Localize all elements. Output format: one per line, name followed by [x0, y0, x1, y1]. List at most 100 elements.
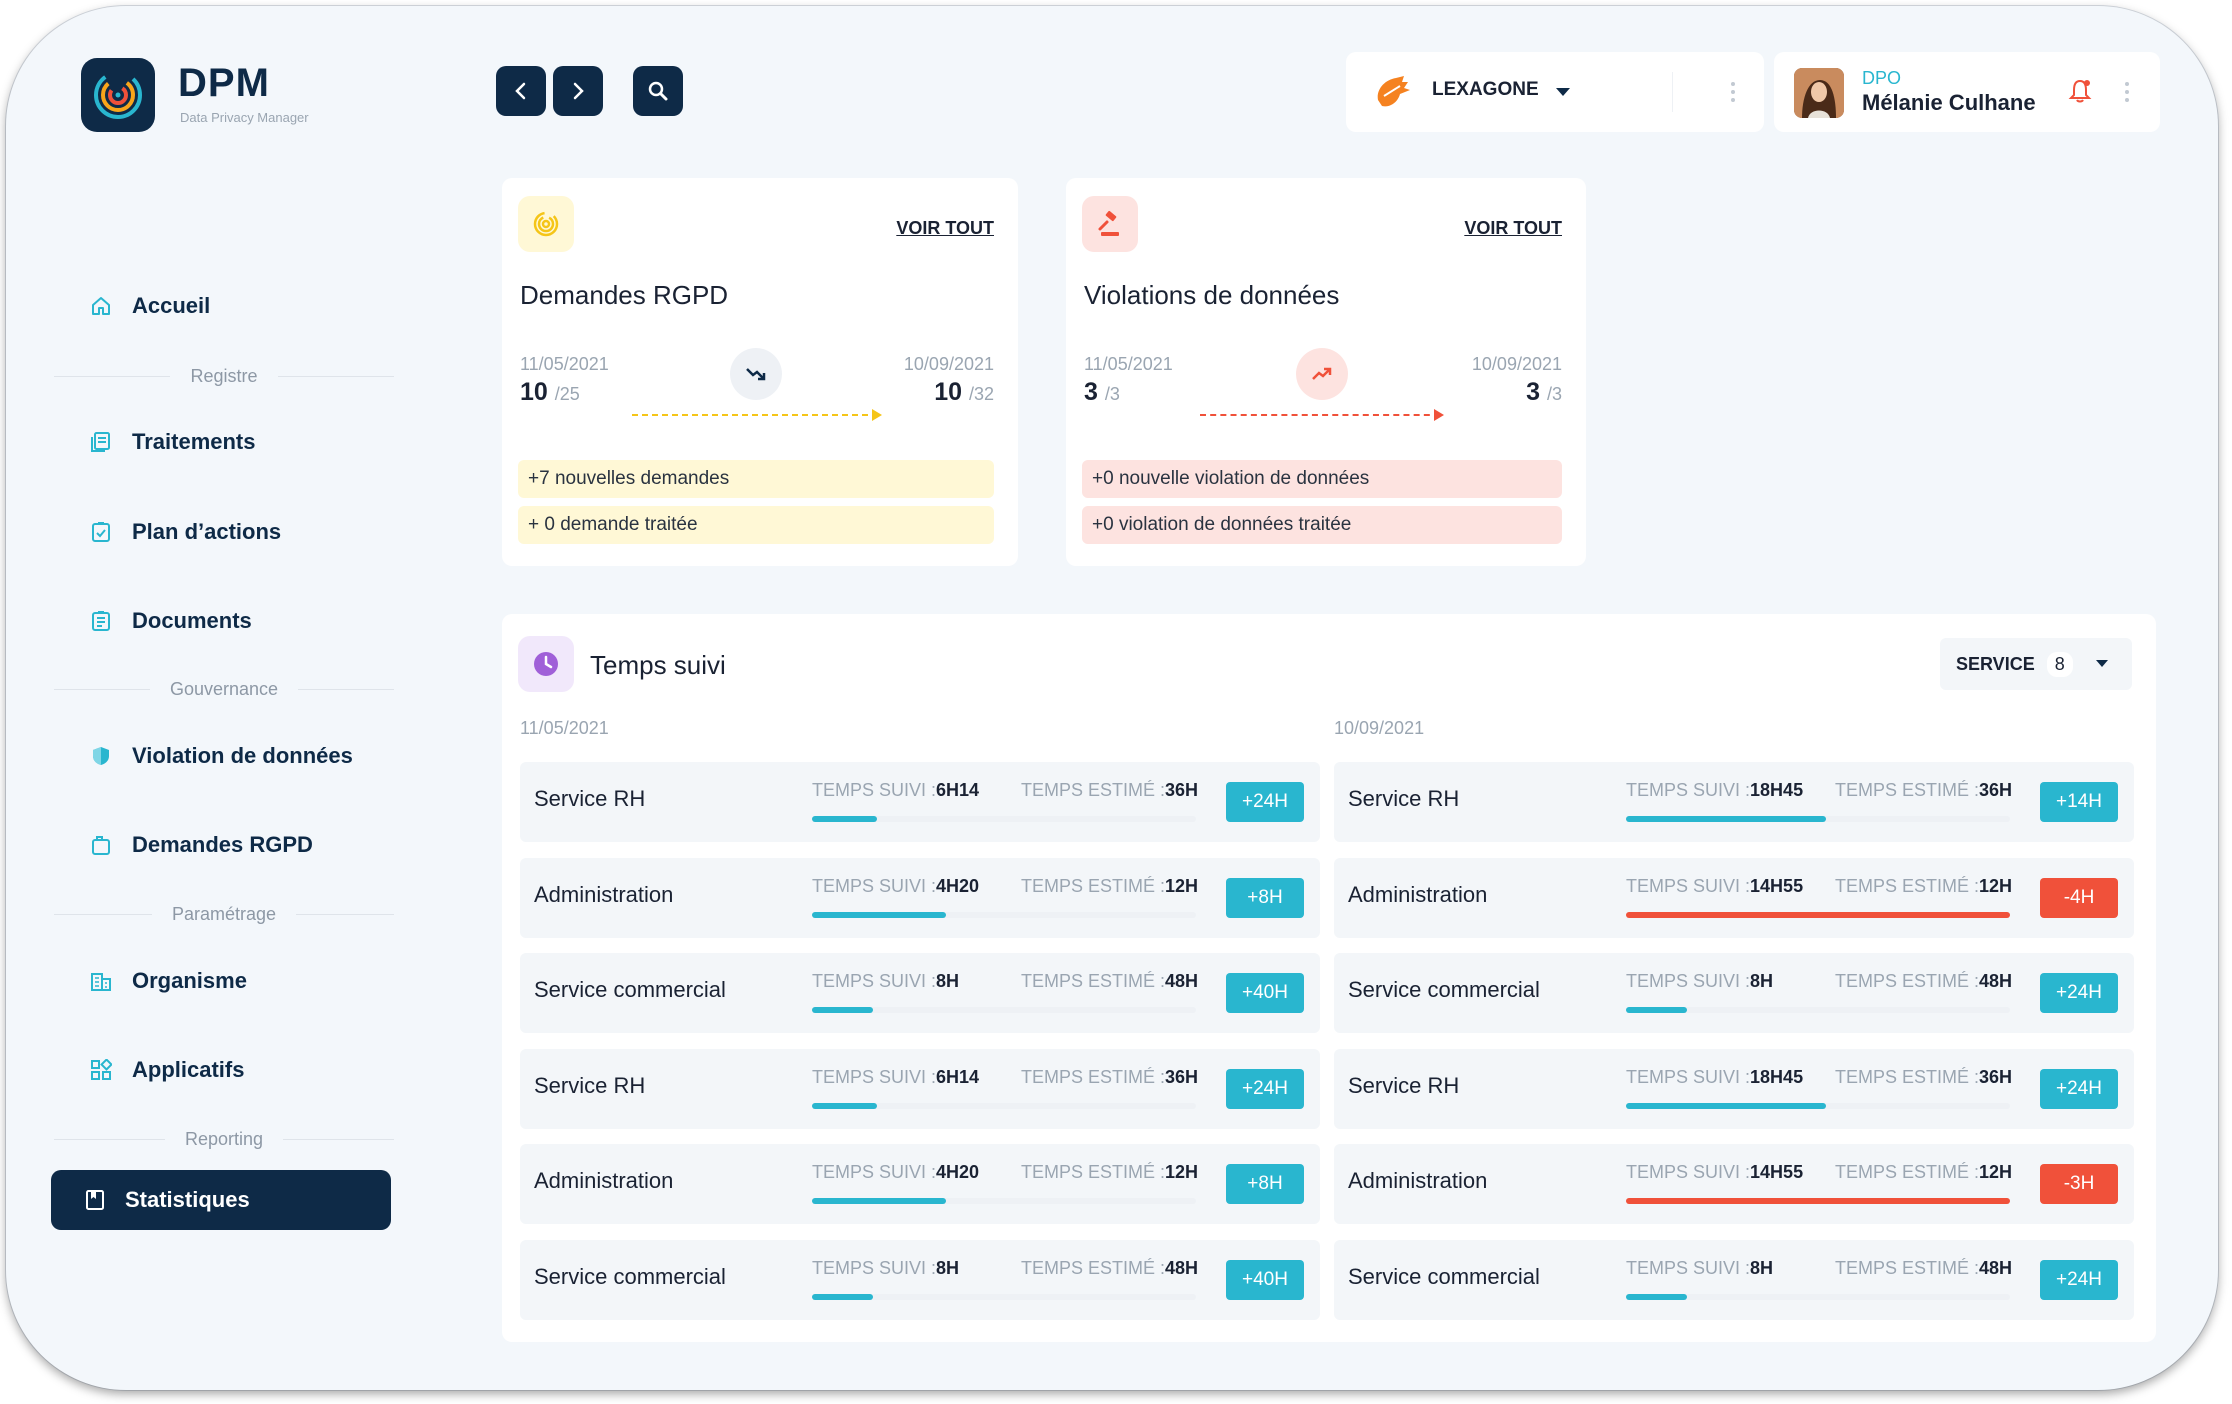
- back-button[interactable]: [496, 66, 546, 116]
- sidebar-item-applicatifs[interactable]: Applicatifs: [84, 1050, 244, 1090]
- card-violations: VOIR TOUT Violations de données 11/05/20…: [1066, 178, 1586, 566]
- summary-line: + 0 demande traitée: [518, 506, 994, 544]
- sidebar-item-label: Demandes RGPD: [132, 832, 313, 857]
- user-menu[interactable]: DPO Mélanie Culhane: [1774, 52, 2160, 132]
- column-date: 11/05/2021: [520, 718, 609, 738]
- service-filter-select[interactable]: SERVICE 8: [1940, 638, 2132, 690]
- sidebar-item-violation[interactable]: Violation de données: [84, 736, 353, 776]
- fingerprint-icon: [518, 196, 574, 252]
- service-name: Service RH: [534, 786, 646, 811]
- progress-fill: [1626, 1294, 1688, 1300]
- progress-fill: [812, 1007, 874, 1013]
- table-row[interactable]: Service commercial TEMPS SUIVI :8H TEMPS E…: [520, 1240, 1320, 1320]
- table-row[interactable]: Service RH TEMPS SUIVI :18H45 TEMPS ESTIMÉ…: [1334, 762, 2134, 842]
- gavel-icon: [1082, 196, 1138, 252]
- delta-badge: +24H: [2040, 1260, 2118, 1300]
- column-date: 10/09/2021: [1334, 718, 1425, 738]
- table-row[interactable]: Service commercial TEMPS SUIVI :8H TEMPS E…: [520, 953, 1320, 1033]
- card-demandes-rgpd: VOIR TOUT Demandes RGPD 11/05/2021 10/09…: [502, 178, 1018, 566]
- service-name: Service RH: [1348, 786, 1460, 811]
- organization-selector[interactable]: LEXAGONE: [1346, 52, 1764, 132]
- table-row[interactable]: Administration TEMPS SUIVI :14H55 TEMPS ES…: [1334, 1144, 2134, 1224]
- folder-icon: [84, 828, 118, 862]
- progress-fill: [1626, 1007, 1688, 1013]
- temps-estime: TEMPS ESTIMÉ :36H: [1835, 780, 2013, 800]
- progress-fill: [812, 1294, 874, 1300]
- summary-line: +0 violation de données traitée: [1082, 506, 1562, 544]
- voir-tout-link[interactable]: VOIR TOUT: [1464, 218, 1562, 238]
- progress-fill: [812, 1103, 878, 1109]
- sidebar-item-statistiques[interactable]: Statistiques: [51, 1170, 391, 1230]
- temps-suivi: TEMPS SUIVI :8H: [812, 971, 960, 991]
- sidebar-item-organisme[interactable]: Organisme: [84, 961, 247, 1001]
- end-count: 3 /3: [1526, 378, 1562, 406]
- end-date: 10/09/2021: [1471, 354, 1562, 374]
- service-name: Administration: [1348, 882, 1488, 907]
- service-name: Service commercial: [1348, 1264, 1540, 1289]
- progress-fill: [1626, 912, 2010, 918]
- more-vertical-icon[interactable]: [2124, 80, 2130, 104]
- temps-estime: TEMPS ESTIMÉ :12H: [1021, 1162, 1199, 1182]
- table-row[interactable]: Service RH TEMPS SUIVI :6H14 TEMPS ESTIMÉ …: [520, 1049, 1320, 1129]
- progress-fill: [1626, 1198, 2010, 1204]
- temps-suivi: TEMPS SUIVI :8H: [1626, 971, 1774, 991]
- table-row[interactable]: Administration TEMPS SUIVI :4H20 TEMPS EST…: [520, 1144, 1320, 1224]
- progress-track: [812, 816, 1196, 822]
- table-row[interactable]: Service commercial TEMPS SUIVI :8H TEMPS E…: [1334, 1240, 2134, 1320]
- user-role: DPO: [1862, 68, 1902, 88]
- app-subtitle: Data Privacy Manager: [180, 110, 309, 125]
- search-button[interactable]: [633, 66, 683, 116]
- forward-button[interactable]: [553, 66, 603, 116]
- delta-badge: +8H: [1226, 1164, 1304, 1204]
- temps-estime: TEMPS ESTIMÉ :48H: [1835, 1258, 2013, 1278]
- progress-fill: [812, 816, 878, 822]
- filter-label: SERVICE: [1956, 653, 2035, 674]
- section-registre: Registre: [54, 364, 394, 388]
- document-icon: [84, 604, 118, 638]
- end-date: 10/09/2021: [903, 354, 994, 374]
- app-title: DPM: [178, 61, 270, 105]
- table-row[interactable]: Administration TEMPS SUIVI :4H20 TEMPS EST…: [520, 858, 1320, 938]
- delta-badge: +24H: [2040, 1069, 2118, 1109]
- temps-suivi: TEMPS SUIVI :18H45: [1626, 1067, 1804, 1087]
- trend-down-icon: [730, 348, 782, 400]
- progress-track: [1626, 1103, 2010, 1109]
- start-count: 3 /3: [1084, 378, 1120, 406]
- section-parametrage: Paramétrage: [54, 902, 394, 926]
- table-row[interactable]: Service RH TEMPS SUIVI :18H45 TEMPS ESTIMÉ…: [1334, 1049, 2134, 1129]
- avatar[interactable]: [1794, 68, 1844, 118]
- temps-suivi: TEMPS SUIVI :8H: [1626, 1258, 1774, 1278]
- table-row[interactable]: Administration TEMPS SUIVI :14H55 TEMPS ES…: [1334, 858, 2134, 938]
- sidebar-item-label: Documents: [132, 608, 252, 633]
- panel-title: Temps suivi: [590, 650, 726, 680]
- voir-tout-link[interactable]: VOIR TOUT: [896, 218, 994, 238]
- progress-fill: [1626, 816, 1826, 822]
- sidebar-item-documents[interactable]: Documents: [84, 601, 252, 641]
- dpm-logo-icon[interactable]: [81, 58, 155, 132]
- service-name: Service commercial: [534, 977, 726, 1002]
- progress-fill: [1626, 1103, 1826, 1109]
- delta-badge: +40H: [1226, 973, 1304, 1013]
- table-row[interactable]: Service RH TEMPS SUIVI :6H14 TEMPS ESTIMÉ …: [520, 762, 1320, 842]
- clock-icon: [518, 636, 574, 692]
- delta-badge: -3H: [2040, 1164, 2118, 1204]
- service-name: Administration: [534, 882, 674, 907]
- sidebar-item-plan-actions[interactable]: Plan d’actions: [84, 512, 281, 552]
- sidebar-item-traitements[interactable]: Traitements: [84, 422, 256, 462]
- service-name: Administration: [1348, 1168, 1488, 1193]
- delta-badge: +24H: [1226, 782, 1304, 822]
- bell-icon[interactable]: [2068, 78, 2092, 104]
- start-count: 10 /25: [520, 378, 580, 406]
- delta-badge: +24H: [2040, 973, 2118, 1013]
- sidebar-item-demandes-rgpd[interactable]: Demandes RGPD: [84, 825, 313, 865]
- sidebar-item-label: Applicatifs: [132, 1057, 245, 1082]
- app-frame: DPM Data Privacy Manager Accueil Registr…: [6, 6, 2218, 1390]
- table-row[interactable]: Service commercial TEMPS SUIVI :8H TEMPS E…: [1334, 953, 2134, 1033]
- more-vertical-icon[interactable]: [1730, 80, 1736, 104]
- temps-estime: TEMPS ESTIMÉ :12H: [1021, 876, 1199, 896]
- search-icon: [648, 81, 668, 101]
- timeline-arrow: [1200, 414, 1440, 416]
- temps-suivi: TEMPS SUIVI :14H55: [1626, 1162, 1804, 1182]
- checklist-icon: [84, 515, 118, 549]
- sidebar-item-accueil[interactable]: Accueil: [84, 286, 210, 326]
